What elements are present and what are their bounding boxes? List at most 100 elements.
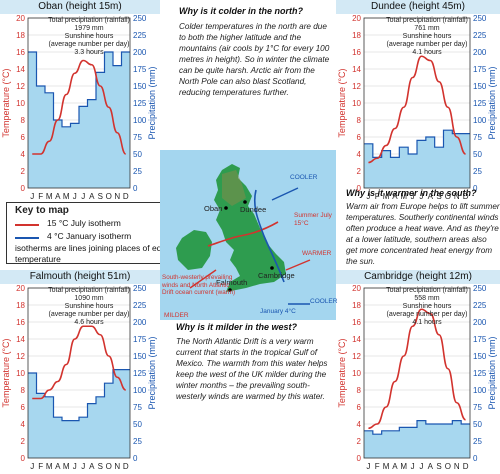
month-label: A <box>428 462 434 471</box>
january-isotherm-swatch <box>15 237 39 239</box>
temperature-axis-title: Temperature (°C) <box>1 338 11 407</box>
temperature-axis-title: Temperature (°C) <box>1 68 11 137</box>
month-label: M <box>383 192 390 201</box>
precip-tick-label: 50 <box>473 150 482 159</box>
key-title: Key to map <box>15 205 69 216</box>
month-label: M <box>383 462 390 471</box>
chart-title: Oban (height 15m) <box>0 0 160 14</box>
temp-tick-label: 20 <box>352 14 361 23</box>
key-january-label: 4 °C January isotherm <box>47 231 132 241</box>
precip-tick-label: 50 <box>133 150 142 159</box>
month-label: J <box>81 192 85 201</box>
month-label: J <box>73 462 77 471</box>
month-label: A <box>392 462 398 471</box>
chart-svg: 0246810121416182002550751001251501752002… <box>1 14 157 201</box>
temp-tick-label: 8 <box>21 386 26 395</box>
info-line: Sunshine hours <box>402 33 452 40</box>
precip-tick-label: 225 <box>133 31 147 40</box>
key-note: isotherms are lines joining places of eq… <box>15 243 173 264</box>
month-label: O <box>106 192 112 201</box>
info-line: Sunshine hours <box>402 303 452 310</box>
temp-tick-label: 16 <box>16 318 25 327</box>
info-line: 761 mm <box>414 25 440 32</box>
month-label: M <box>63 462 70 471</box>
map-label-milder: MILDER <box>164 312 189 319</box>
temp-tick-label: 18 <box>16 31 25 40</box>
month-label: A <box>89 462 95 471</box>
precip-tick-label: 100 <box>473 386 487 395</box>
precip-tick-label: 125 <box>133 369 147 378</box>
map-key: Key to map 15 °C July isotherm 4 °C Janu… <box>6 202 174 264</box>
plot-frame <box>363 17 471 189</box>
info-line: 4.1 hours <box>412 49 442 56</box>
temp-tick-label: 10 <box>16 369 25 378</box>
falmouth-dot <box>228 288 232 292</box>
map-label-dundee: Dundee <box>240 205 267 214</box>
key-july-label: 15 °C July isotherm <box>47 218 121 228</box>
temp-tick-label: 12 <box>16 82 25 91</box>
chart-title: Falmouth (height 51m) <box>0 270 160 284</box>
month-label: M <box>46 462 53 471</box>
precip-tick-label: 25 <box>133 167 142 176</box>
month-label: N <box>114 462 120 471</box>
july-isotherm-swatch <box>15 224 39 226</box>
chart-title: Cambridge (height 12m) <box>336 270 500 284</box>
temperature-line <box>32 59 127 155</box>
info-line: Total precipitation (rainfall) <box>48 287 130 294</box>
temp-tick-label: 20 <box>16 284 25 293</box>
map-label-cambridge: Cambridge <box>258 271 295 280</box>
month-label: J <box>419 462 423 471</box>
month-label: J <box>30 192 34 201</box>
precip-tick-label: 175 <box>133 65 147 74</box>
precipitation-axis-title: Precipitation (mm) <box>147 336 157 409</box>
january-isotherm-line <box>253 189 285 283</box>
precip-tick-label: 0 <box>473 454 478 463</box>
south-body: Warm air from Europe helps to lift summe… <box>346 202 500 266</box>
temp-tick-label: 16 <box>352 318 361 327</box>
precip-tick-label: 250 <box>133 284 147 293</box>
precip-tick-label: 150 <box>133 352 147 361</box>
precip-tick-label: 225 <box>473 31 487 40</box>
month-label: D <box>463 462 469 471</box>
month-label: A <box>392 192 398 201</box>
precip-tick-label: 250 <box>473 284 487 293</box>
temp-tick-label: 2 <box>357 167 362 176</box>
month-label: M <box>400 192 407 201</box>
precip-tick-label: 75 <box>473 403 482 412</box>
precip-tick-label: 25 <box>473 167 482 176</box>
month-label: N <box>454 192 460 201</box>
temp-tick-label: 2 <box>21 167 26 176</box>
precip-tick-label: 175 <box>473 65 487 74</box>
precip-tick-label: 250 <box>133 14 147 23</box>
month-label: J <box>81 462 85 471</box>
temperature-axis-title: Temperature (°C) <box>337 338 347 407</box>
precip-tick-label: 75 <box>133 133 142 142</box>
precip-tick-label: 125 <box>473 369 487 378</box>
precipitation-axis-title: Precipitation (mm) <box>487 336 497 409</box>
info-line: Total precipitation (rainfall) <box>386 17 468 24</box>
plot-frame <box>363 287 471 459</box>
temp-tick-label: 16 <box>352 48 361 57</box>
temp-tick-label: 4 <box>357 420 362 429</box>
temp-tick-label: 8 <box>357 386 362 395</box>
precip-tick-label: 125 <box>473 99 487 108</box>
chart-dundee: Dundee (height 45m) 0 2 4 6 8 10 12 14 16 18 20 0 25… <box>336 0 500 204</box>
temperature-line <box>368 308 466 430</box>
month-label: O <box>106 462 112 471</box>
month-label: S <box>436 462 441 471</box>
month-label: M <box>63 192 70 201</box>
temp-tick-label: 8 <box>21 116 26 125</box>
west-heading: Why is it milder in the west? <box>176 322 298 332</box>
temp-tick-label: 18 <box>352 301 361 310</box>
map-label-summer-july: Summer July 15°C <box>294 212 332 227</box>
month-label: N <box>454 462 460 471</box>
chart-svg: 0246810121416182002550751001251501752002… <box>1 284 157 471</box>
precip-tick-label: 75 <box>473 133 482 142</box>
info-line: Sunshine hours <box>64 33 114 40</box>
month-label: J <box>30 462 34 471</box>
month-label: M <box>400 462 407 471</box>
map-label-january: January 4°C <box>260 308 296 315</box>
plot-frame <box>27 17 131 189</box>
precip-tick-label: 200 <box>133 48 147 57</box>
month-label: J <box>366 462 370 471</box>
